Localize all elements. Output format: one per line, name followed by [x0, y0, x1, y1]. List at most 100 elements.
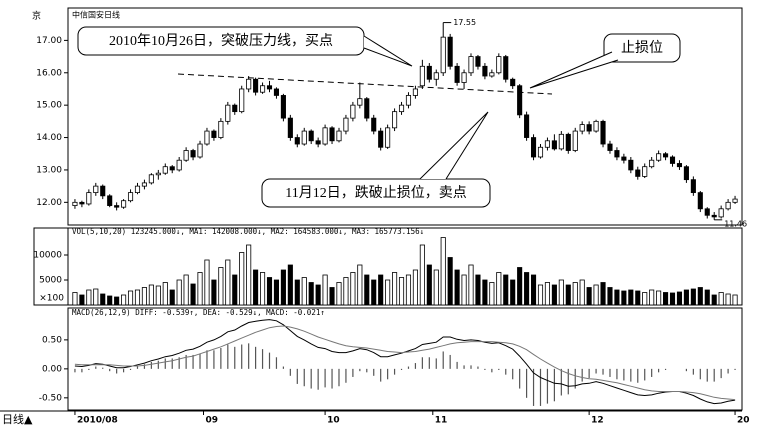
- candle-body: [121, 200, 127, 208]
- volume-bar: [718, 292, 724, 306]
- candle-body: [676, 163, 683, 168]
- y-tick-label: 5000: [39, 276, 62, 286]
- volume-bar: [364, 274, 370, 306]
- candle-body: [579, 124, 585, 132]
- y-tick-label: 10000: [33, 251, 62, 261]
- candle-body: [72, 201, 78, 206]
- candle-body: [649, 159, 655, 168]
- candle-body: [496, 56, 502, 74]
- volume-bar: [732, 294, 738, 306]
- candle-body: [530, 137, 537, 158]
- candle-body: [482, 65, 488, 77]
- volume-bar: [628, 289, 634, 306]
- volume-bar: [246, 244, 252, 306]
- volume-bar: [155, 285, 161, 306]
- volume-bar: [308, 282, 314, 306]
- candle-body: [690, 179, 696, 194]
- x-tick-label: 2010/08: [77, 416, 118, 426]
- volume-bar: [239, 252, 245, 306]
- volume-bar: [475, 274, 481, 306]
- volume-bar: [266, 277, 273, 306]
- candle-body: [385, 127, 391, 148]
- candle-body: [364, 98, 370, 119]
- candle-body: [426, 65, 432, 80]
- volume-bar: [704, 289, 710, 306]
- candle-body: [475, 56, 481, 67]
- y-tick-label: 15.00: [36, 101, 62, 111]
- volume-bar: [357, 264, 363, 306]
- callout-box: [603, 33, 681, 63]
- volume-bar: [537, 284, 544, 306]
- volume-bar: [600, 282, 606, 306]
- x-tick-label: 20: [737, 416, 750, 426]
- volume-bar: [280, 269, 286, 306]
- x-tick-label: 11: [435, 416, 448, 426]
- candle-body: [86, 192, 92, 205]
- candle-body: [663, 153, 669, 158]
- volume-bar: [565, 284, 571, 306]
- volume-bar: [100, 293, 106, 306]
- volume-bar: [482, 279, 488, 306]
- volume-bar: [301, 277, 307, 306]
- candle-body: [308, 130, 314, 142]
- x-tick-label: 09: [205, 416, 218, 426]
- volume-bar: [468, 264, 474, 306]
- volume-bar: [86, 289, 92, 306]
- low-label: 11.46: [724, 219, 747, 228]
- y-tick-label: 16.00: [36, 68, 62, 78]
- callout-pointer: [363, 35, 413, 67]
- candle-body: [232, 104, 238, 113]
- candle-body: [732, 198, 738, 203]
- candle-body: [253, 78, 259, 93]
- candle-body: [398, 104, 405, 113]
- candle-body: [725, 201, 731, 210]
- candle-body: [273, 88, 280, 96]
- volume-bar: [329, 287, 335, 306]
- volume-bar: [517, 267, 523, 306]
- volume-bar: [614, 289, 620, 306]
- candle-body: [454, 65, 460, 83]
- volume-frame: [67, 227, 743, 306]
- annotation: 2010年10月26日，突破压力线，买点: [109, 33, 333, 49]
- volume-bar: [447, 257, 453, 306]
- candle-body: [628, 159, 634, 171]
- candle-body: [600, 120, 606, 145]
- candle-body: [79, 201, 85, 205]
- candle-body: [378, 130, 384, 148]
- candle-body: [503, 56, 509, 80]
- candle-body: [357, 98, 363, 106]
- volume-bar: [134, 289, 141, 306]
- volume-bar: [503, 274, 509, 306]
- volume-bar: [169, 289, 175, 306]
- volume-bar: [190, 283, 196, 306]
- candle-body: [419, 65, 425, 87]
- volume-bar: [107, 295, 113, 306]
- candle-body: [266, 85, 273, 90]
- volume-side-box: [33, 227, 69, 306]
- candle-body: [392, 111, 398, 129]
- volume-bar: [322, 274, 328, 306]
- volume-bar: [544, 282, 550, 306]
- candle-body: [246, 78, 252, 90]
- candle-body: [572, 130, 578, 151]
- y-tick-label: 17.00: [36, 36, 62, 46]
- candle-body: [537, 146, 544, 158]
- annotations: 2010年10月26日，突破压力线，买点 止损位 11月12日，跌破止损位，卖点: [77, 26, 681, 208]
- volume-bar: [343, 277, 349, 306]
- candle-body: [315, 140, 321, 145]
- annotation: 止损位: [621, 40, 663, 56]
- candle-body: [93, 185, 99, 194]
- candle-body: [141, 182, 147, 187]
- candle-body: [197, 143, 203, 158]
- volume-legend: VOL(5,10,20) 123245.000↓, MA1: 142008.00…: [72, 227, 424, 236]
- volume-bar: [350, 272, 356, 306]
- volume-bar: [162, 282, 168, 306]
- volume-bar: [294, 279, 300, 306]
- candle-body: [565, 133, 571, 151]
- price-frame: [67, 7, 743, 226]
- candle-body: [350, 104, 356, 119]
- y-tick-label: 0.00: [42, 364, 62, 374]
- candle-body: [405, 95, 412, 106]
- candle-body: [162, 166, 168, 174]
- candle-body: [183, 150, 189, 161]
